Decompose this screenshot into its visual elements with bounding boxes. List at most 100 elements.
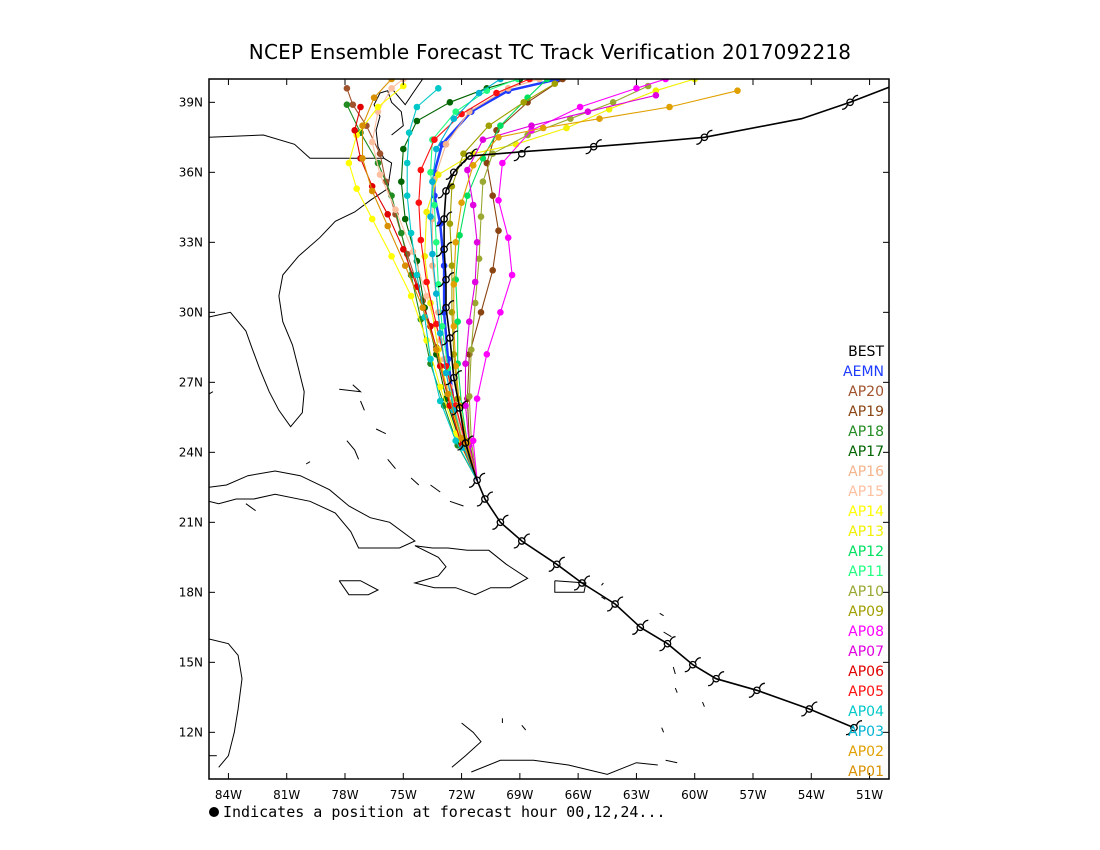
- track-point: [536, 79, 543, 83]
- lon-tick-label: 54W: [798, 788, 825, 802]
- track-point: [596, 115, 603, 122]
- lon-tick-label: 60W: [681, 788, 708, 802]
- track-point: [551, 80, 559, 87]
- hurricane-symbol-icon: [436, 241, 453, 257]
- track-point: [384, 222, 392, 230]
- track-line: [406, 87, 478, 481]
- footnote-text: Indicates a position at forecast hour 00…: [223, 803, 666, 821]
- legend-item-ap01: AP01: [848, 764, 884, 780]
- track-point: [539, 124, 547, 132]
- track-point: [353, 185, 361, 192]
- track-ap08: [469, 79, 669, 481]
- track-point: [469, 201, 477, 209]
- track-point: [438, 323, 446, 330]
- track-point: [475, 89, 483, 97]
- track-line: [348, 85, 478, 481]
- track-point: [409, 248, 417, 255]
- coastline-segment: [391, 79, 424, 106]
- coastline-segment: [245, 503, 256, 512]
- legend-item-ap09: AP09: [848, 604, 884, 620]
- track-point: [567, 115, 574, 122]
- track-point: [427, 355, 434, 363]
- track-point: [359, 155, 366, 162]
- lat-tick-label: 39N: [179, 95, 203, 109]
- lon-tick-label: 78W: [331, 788, 358, 802]
- track-point: [359, 122, 366, 129]
- track-point: [423, 278, 430, 286]
- hurricane-symbol-icon: [696, 129, 713, 145]
- coastline-segment: [410, 477, 420, 486]
- track-ap01: [359, 79, 478, 481]
- coastline-segment: [338, 580, 380, 596]
- lon-tick-label: 81W: [273, 788, 300, 802]
- hurricane-symbol-icon: [659, 636, 676, 652]
- track-point: [563, 124, 570, 132]
- track-point: [485, 122, 493, 129]
- legend-item-ap10: AP10: [848, 584, 884, 600]
- track-point: [495, 197, 502, 204]
- track-point: [473, 239, 481, 246]
- legend-item-ap04: AP04: [848, 704, 884, 720]
- track-point: [652, 92, 660, 99]
- track-point: [376, 171, 384, 178]
- hurricane-symbol-icon: [437, 300, 455, 316]
- hurricane-symbol-icon: [476, 491, 493, 507]
- track-point: [499, 159, 506, 167]
- track-point: [652, 87, 660, 94]
- track-point: [423, 337, 430, 344]
- track-point: [398, 178, 405, 185]
- hurricane-symbol-icon: [748, 682, 765, 698]
- track-point: [403, 192, 411, 199]
- track-point: [662, 79, 669, 83]
- track-point: [442, 369, 450, 377]
- track-point: [666, 103, 673, 111]
- axis-ticks-layer: 84W 81W 78W 75W 72W 69W 66W 63W 60W 57W 54W 51W 12N 1…: [179, 79, 889, 802]
- track-point: [543, 79, 551, 83]
- track-point: [462, 402, 469, 410]
- track-point: [349, 101, 357, 108]
- legend-item-ap18: AP18: [848, 424, 884, 440]
- track-point: [436, 383, 444, 391]
- track-ap04: [403, 85, 478, 481]
- track-point: [368, 215, 376, 223]
- track-point: [452, 239, 460, 246]
- track-point: [392, 206, 399, 213]
- track-point: [464, 166, 471, 174]
- track-ap02: [450, 87, 741, 481]
- track-point: [427, 169, 434, 176]
- track-point: [433, 239, 440, 246]
- track-point: [454, 318, 462, 326]
- track-point: [493, 127, 500, 134]
- track-point: [473, 395, 481, 403]
- hurricane-symbol-icon: [436, 211, 453, 227]
- lat-tick-label: 15N: [179, 655, 203, 669]
- hurricane-symbol-icon: [441, 330, 458, 346]
- track-line: [449, 83, 556, 481]
- track-point: [368, 187, 376, 195]
- track-point: [458, 110, 465, 118]
- coastline-segment: [521, 724, 527, 731]
- track-point: [528, 122, 535, 129]
- track-point: [464, 192, 471, 199]
- hurricane-symbol-icon: [451, 400, 468, 416]
- track-line: [453, 90, 738, 481]
- track-point: [633, 85, 640, 92]
- lon-tick-label: 57W: [739, 788, 766, 802]
- track-point: [605, 106, 613, 113]
- coastline-segment: [430, 484, 441, 493]
- hurricane-symbol-icon: [513, 146, 530, 162]
- lat-tick-label: 24N: [179, 445, 203, 459]
- legend-item-aemn: AEMN: [843, 364, 884, 380]
- track-point: [442, 141, 450, 148]
- track-point: [475, 255, 483, 262]
- track-point: [401, 215, 409, 223]
- track-point: [526, 79, 533, 83]
- hurricane-symbol-icon: [684, 657, 701, 673]
- track-point: [450, 281, 458, 288]
- track-point: [431, 201, 438, 209]
- track-point: [458, 199, 465, 206]
- lon-tick-label: 72W: [448, 788, 475, 802]
- track-point: [452, 108, 460, 115]
- coastline-segment: [554, 580, 587, 593]
